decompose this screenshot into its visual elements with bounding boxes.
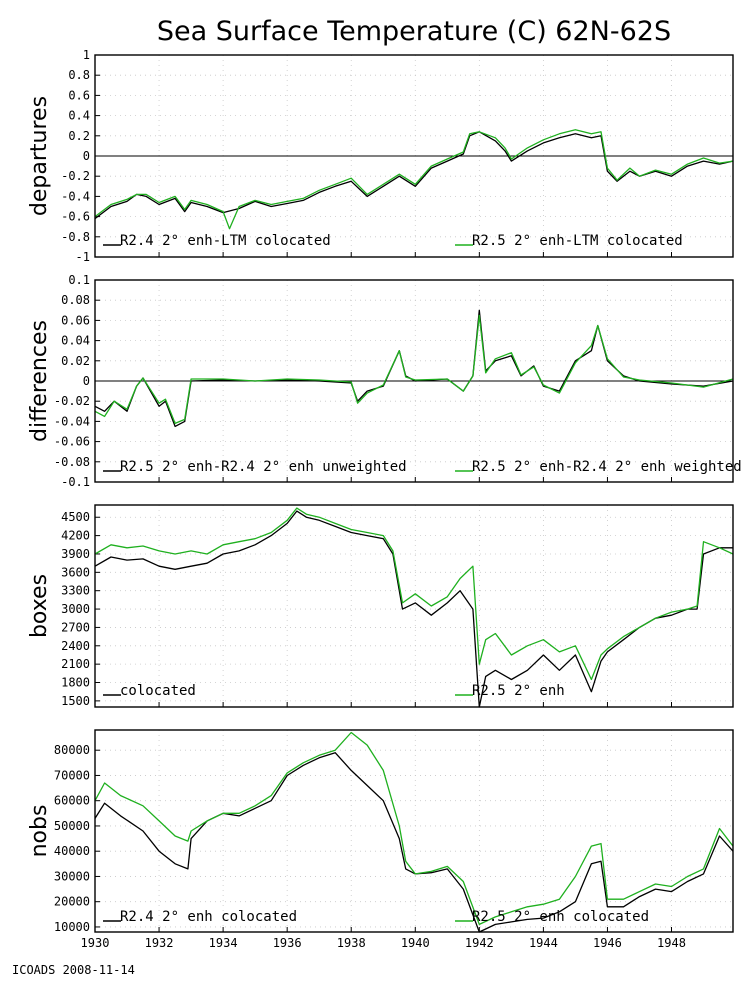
y-tick-label: 0 — [83, 149, 90, 163]
legend-label: R2.5 2° enh-LTM colocated — [472, 233, 683, 249]
y-tick-label: 1500 — [61, 694, 90, 708]
series-line-black — [94, 752, 734, 933]
y-tick-label: 60000 — [54, 794, 90, 808]
y-tick-label: 0.6 — [68, 88, 90, 102]
y-tick-label: -0.1 — [61, 475, 90, 489]
series-line-black — [94, 309, 734, 428]
y-tick-label: 0 — [83, 374, 90, 388]
y-tick-label: -0.4 — [61, 189, 90, 203]
x-tick-label: 1948 — [657, 936, 686, 950]
y-tick-label: 10000 — [54, 920, 90, 934]
y-tick-label: 4200 — [61, 529, 90, 543]
y-tick-label: 0.04 — [61, 334, 90, 348]
y-tick-label: 70000 — [54, 768, 90, 782]
y-tick-label: -0.02 — [54, 394, 90, 408]
y-tick-label: 3000 — [61, 602, 90, 616]
legend-label: R2.5 2° enh-R2.4 2° enh unweighted — [120, 459, 407, 475]
legend-label: colocated — [120, 683, 196, 699]
series-line-black — [94, 131, 734, 220]
panel-departures: -1 -0.8 -0.6 -0.4 -0.2 0 0.2 0.4 0.6 0.8 1 departur… — [27, 48, 734, 264]
y-tick-label: 0.1 — [68, 273, 90, 287]
y-tick-label: -0.08 — [54, 455, 90, 469]
y-tick-label: 80000 — [54, 743, 90, 757]
series-line-green — [94, 129, 734, 230]
x-tick-label: 1934 — [209, 936, 238, 950]
panel-boxes: 1500 1800 2100 2400 2700 3000 3300 3600 3900 4200… — [27, 504, 734, 708]
panel-nobs: 10000 20000 30000 40000 50000 60000 70000 80000… — [27, 729, 734, 950]
x-tick-label: 1946 — [593, 936, 622, 950]
x-tick-label: 1940 — [401, 936, 430, 950]
y-axis-label: differences — [27, 320, 52, 442]
y-axis-label: nobs — [27, 805, 52, 858]
y-tick-label: 0.2 — [68, 129, 90, 143]
legend-label: R2.5 2° enh colocated — [472, 909, 649, 925]
y-tick-label: 0.06 — [61, 313, 90, 327]
y-tick-label: -0.04 — [54, 414, 90, 428]
y-tick-label: 3300 — [61, 584, 90, 598]
legend-label: R2.4 2° enh-LTM colocated — [120, 233, 331, 249]
plot-frame — [94, 54, 734, 258]
chart-title: Sea Surface Temperature (C) 62N-62S — [157, 16, 671, 47]
plot-frame — [94, 504, 734, 708]
y-tick-label: 2700 — [61, 620, 90, 634]
x-tick-label: 1930 — [81, 936, 110, 950]
x-tick-label: 1944 — [529, 936, 558, 950]
series-line-green — [94, 314, 734, 425]
y-tick-label: 0.4 — [68, 109, 90, 123]
legend-label: R2.4 2° enh colocated — [120, 909, 297, 925]
y-tick-label: 50000 — [54, 819, 90, 833]
y-tick-label: -0.8 — [61, 230, 90, 244]
y-tick-label: -1 — [76, 250, 90, 264]
series-line-black — [94, 510, 733, 708]
y-tick-label: -0.06 — [54, 435, 90, 449]
plot-frame — [94, 279, 734, 483]
y-tick-label: 0.8 — [68, 68, 90, 82]
y-axis-label: departures — [27, 96, 52, 216]
y-tick-label: 4500 — [61, 510, 90, 524]
x-tick-label: 1942 — [465, 936, 494, 950]
y-tick-label: 20000 — [54, 895, 90, 909]
legend-label: R2.5 2° enh — [472, 683, 565, 699]
footer-credit: ICOADS 2008-11-14 — [12, 963, 135, 977]
y-tick-label: 3600 — [61, 565, 90, 579]
y-tick-label: 2400 — [61, 639, 90, 653]
y-tick-label: -0.6 — [61, 210, 90, 224]
series-line-green — [94, 507, 734, 681]
y-tick-label: 1 — [83, 48, 90, 62]
x-tick-label: 1936 — [273, 936, 302, 950]
y-tick-label: 0.02 — [61, 354, 90, 368]
y-tick-label: 30000 — [54, 869, 90, 883]
panel-differences: -0.1 -0.08 -0.06 -0.04 -0.02 0 0.02 0.04 0.06 0.0… — [27, 273, 742, 489]
series-line-green — [94, 731, 734, 926]
y-tick-label: 0.08 — [61, 293, 90, 307]
y-axis-label: boxes — [27, 574, 52, 638]
plot-frame — [94, 729, 734, 933]
x-tick-label: 1932 — [145, 936, 174, 950]
y-tick-label: 40000 — [54, 844, 90, 858]
y-tick-label: 2100 — [61, 657, 90, 671]
legend-label: R2.5 2° enh-R2.4 2° enh weighted — [472, 459, 742, 475]
y-tick-label: 3900 — [61, 547, 90, 561]
panels: -1 -0.8 -0.6 -0.4 -0.2 0 0.2 0.4 0.6 0.8 1 departur… — [27, 48, 742, 950]
x-tick-label: 1938 — [337, 936, 366, 950]
y-tick-label: 1800 — [61, 676, 90, 690]
y-tick-label: -0.2 — [61, 169, 90, 183]
